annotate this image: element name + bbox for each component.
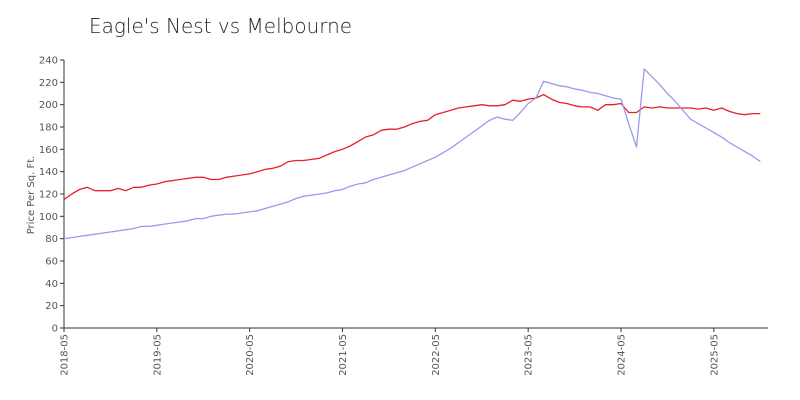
y-tick-label: 100 [39, 212, 58, 223]
y-tick-label: 20 [45, 301, 58, 312]
x-tick-label: 2018-05 [60, 334, 71, 376]
y-tick-label: 200 [39, 100, 58, 111]
x-tick-label: 2022-05 [431, 334, 442, 376]
series-line-1 [63, 93, 761, 201]
x-tick-label: 2020-05 [245, 334, 256, 376]
y-tick-label: 180 [39, 123, 58, 134]
x-tick-label: 2025-05 [709, 334, 720, 376]
x-tick-label: 2021-05 [338, 334, 349, 376]
y-tick-label: 220 [39, 78, 58, 89]
x-axis: 2018-05 2019-05 2020-05 2021-05 2022-05 2023-… [60, 327, 768, 376]
y-tick-label: 80 [45, 234, 58, 245]
y-tick-label: 60 [45, 257, 58, 268]
chart-title: Eagle's Nest vs Melbourne [89, 14, 353, 38]
x-tick-label: 2024-05 [617, 334, 628, 376]
y-tick-label: 0 [52, 324, 58, 335]
y-tick-label: 160 [39, 145, 58, 156]
y-tick-label: 120 [39, 190, 58, 201]
x-tick-label: 2023-05 [524, 334, 535, 376]
x-tick-label: 2019-05 [152, 334, 163, 376]
y-tick-label: 40 [45, 279, 58, 290]
y-tick-label: 240 [39, 56, 58, 67]
series-line-2 [63, 68, 761, 240]
y-tick-label: 140 [39, 167, 58, 178]
y-axis: 0 20 40 60 80 100 120 140 160 180 200 220 240 [39, 56, 65, 335]
y-axis-label: Price Per Sq. Ft. [26, 156, 37, 235]
series-layer [63, 68, 761, 240]
